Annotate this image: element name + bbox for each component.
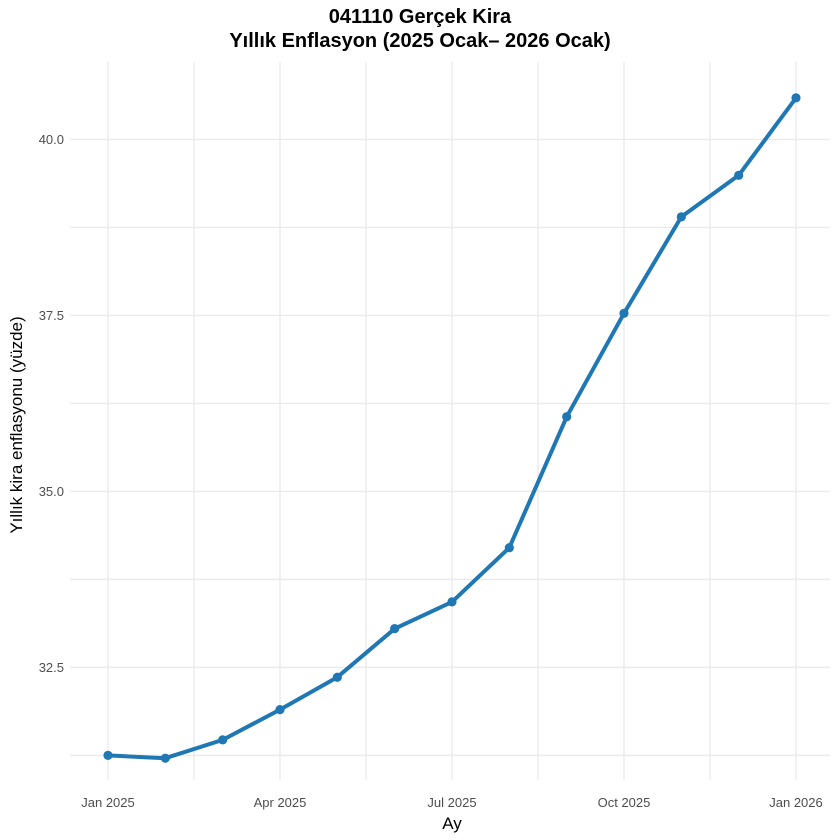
x-axis-ticks: Jan 2025 Apr 2025 Jul 2025 Oct 2025 Jan 2026 (81, 795, 823, 810)
x-tick-label: Jan 2026 (769, 795, 823, 810)
data-point (734, 170, 744, 180)
data-point (103, 750, 113, 760)
y-tick-label: 37.5 (39, 308, 64, 323)
data-point (447, 597, 457, 607)
x-tick-label: Oct 2025 (598, 795, 651, 810)
y-axis-title: Yıllık kira enflasyonu (yüzde) (7, 316, 26, 533)
data-point (390, 624, 400, 634)
data-point (275, 705, 285, 715)
x-tick-label: Jan 2025 (81, 795, 135, 810)
data-point (619, 308, 629, 318)
y-tick-label: 32.5 (39, 660, 64, 675)
y-tick-label: 40.0 (39, 132, 64, 147)
x-axis-title: Ay (442, 814, 462, 833)
chart-title: 041110 Gerçek Kira (328, 6, 512, 28)
grid-lines (70, 62, 830, 780)
data-point (332, 672, 342, 682)
x-tick-label: Jul 2025 (427, 795, 476, 810)
x-tick-label: Apr 2025 (254, 795, 307, 810)
series-layer (103, 93, 801, 763)
data-point (218, 735, 228, 745)
data-point (504, 543, 514, 553)
data-point (791, 93, 801, 103)
y-axis-ticks: 32.5 35.0 37.5 40.0 (39, 132, 64, 675)
data-point (160, 753, 170, 763)
chart-subtitle: Yıllık Enflasyon (2025 Ocak– 2026 Ocak) (229, 30, 611, 52)
y-tick-label: 35.0 (39, 484, 64, 499)
data-point (562, 412, 572, 422)
data-point (676, 212, 686, 222)
